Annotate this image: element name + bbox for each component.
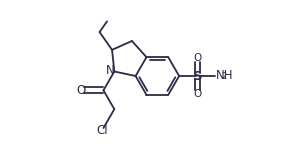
- Text: S: S: [193, 70, 202, 82]
- Text: NH: NH: [216, 69, 234, 81]
- Text: O: O: [193, 89, 202, 99]
- Text: N: N: [105, 65, 114, 77]
- Text: Cl: Cl: [97, 123, 108, 137]
- Text: O: O: [193, 53, 202, 63]
- Text: 2: 2: [222, 72, 227, 81]
- Text: O: O: [77, 84, 86, 97]
